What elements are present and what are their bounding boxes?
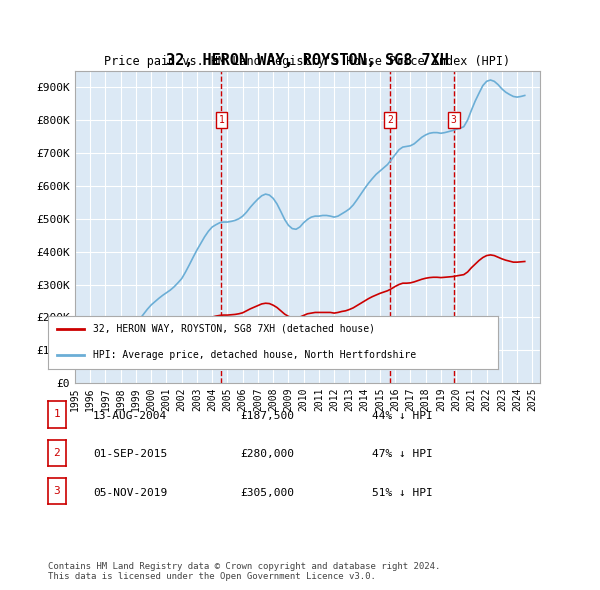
Text: 3: 3 — [53, 486, 61, 496]
Text: 13-AUG-2004: 13-AUG-2004 — [93, 411, 167, 421]
Text: 1: 1 — [218, 115, 224, 125]
Text: £305,000: £305,000 — [240, 488, 294, 497]
Text: £187,500: £187,500 — [240, 411, 294, 421]
Text: £280,000: £280,000 — [240, 450, 294, 459]
Text: 2: 2 — [387, 115, 393, 125]
Text: 01-SEP-2015: 01-SEP-2015 — [93, 450, 167, 459]
Text: 51% ↓ HPI: 51% ↓ HPI — [372, 488, 433, 497]
Text: 05-NOV-2019: 05-NOV-2019 — [93, 488, 167, 497]
Text: 47% ↓ HPI: 47% ↓ HPI — [372, 450, 433, 459]
Text: Price paid vs. HM Land Registry's House Price Index (HPI): Price paid vs. HM Land Registry's House … — [104, 55, 511, 68]
Text: 44% ↓ HPI: 44% ↓ HPI — [372, 411, 433, 421]
Text: 2: 2 — [53, 448, 61, 458]
Text: HPI: Average price, detached house, North Hertfordshire: HPI: Average price, detached house, Nort… — [93, 350, 416, 360]
Text: Contains HM Land Registry data © Crown copyright and database right 2024.
This d: Contains HM Land Registry data © Crown c… — [48, 562, 440, 581]
Title: 32, HERON WAY, ROYSTON, SG8 7XH: 32, HERON WAY, ROYSTON, SG8 7XH — [166, 53, 449, 68]
Text: 3: 3 — [451, 115, 457, 125]
Text: 1: 1 — [53, 409, 61, 419]
Text: 32, HERON WAY, ROYSTON, SG8 7XH (detached house): 32, HERON WAY, ROYSTON, SG8 7XH (detache… — [93, 324, 375, 334]
